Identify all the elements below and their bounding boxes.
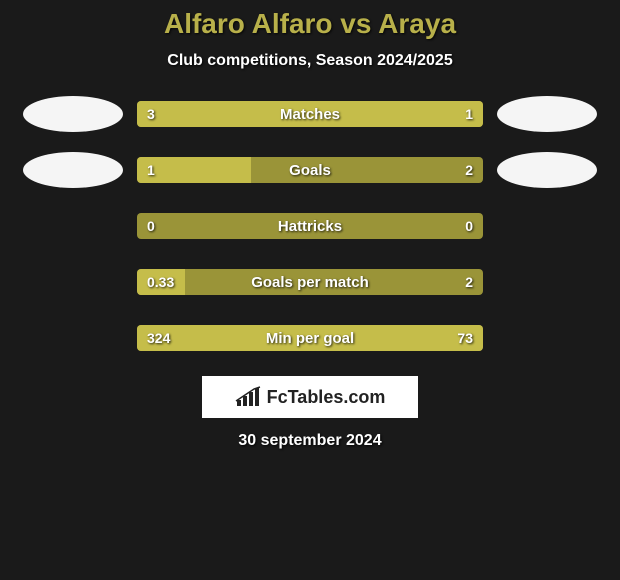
logo-text: FcTables.com [267,387,386,408]
stat-bar: 32473Min per goal [137,325,483,351]
stat-row: 12Goals [0,152,620,188]
stat-label: Goals per match [137,274,483,291]
page-title: Alfaro Alfaro vs Araya [0,8,620,40]
stat-bar: 31Matches [137,101,483,127]
player-avatar-right [497,96,597,132]
subtitle: Club competitions, Season 2024/2025 [0,52,620,70]
stat-bar: 12Goals [137,157,483,183]
comparison-chart: Alfaro Alfaro vs Araya Club competitions… [0,0,620,450]
stat-row: 31Matches [0,96,620,132]
stat-rows: 31Matches 12Goals 00Hattricks 0.332Goals pe… [0,96,620,356]
stat-bar: 00Hattricks [137,213,483,239]
player-avatar-left [23,96,123,132]
player-avatar-right [497,152,597,188]
date-text: 30 september 2024 [0,432,620,450]
logo-box: FcTables.com [202,376,418,418]
stat-label: Matches [137,106,483,123]
stat-row: 0.332Goals per match [0,264,620,300]
stat-label: Hattricks [137,218,483,235]
bars-icon [235,386,261,408]
stat-row: 32473Min per goal [0,320,620,356]
stat-label: Goals [137,162,483,179]
stat-label: Min per goal [137,330,483,347]
stat-row: 00Hattricks [0,208,620,244]
stat-bar: 0.332Goals per match [137,269,483,295]
player-avatar-left [23,152,123,188]
